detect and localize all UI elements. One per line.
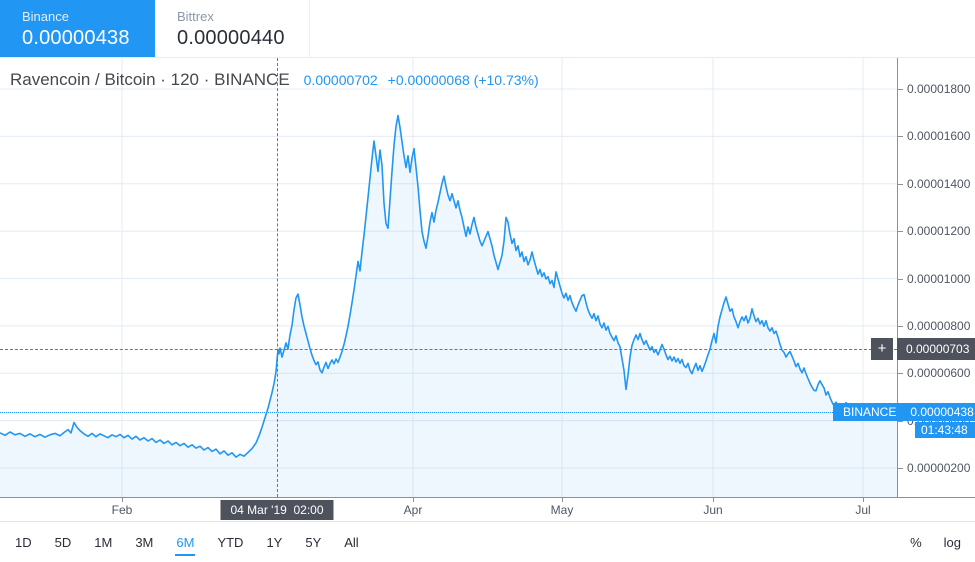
price-axis-tick	[898, 468, 903, 469]
tab-bittrex-price: 0.00000440	[177, 27, 285, 49]
tab-bittrex[interactable]: Bittrex 0.00000440	[155, 0, 310, 57]
time-axis-label: Jun	[703, 503, 723, 517]
add-alert-plus-icon[interactable]: +	[871, 337, 893, 360]
tab-bittrex-label: Bittrex	[177, 9, 214, 24]
range-button-all[interactable]: All	[344, 534, 359, 550]
tab-binance-label: Binance	[22, 9, 69, 24]
bottom-toolbar: 1D 5D 1M 3M 6M YTD 1Y 5Y All % log	[0, 521, 975, 562]
range-button-1m[interactable]: 1M	[94, 534, 113, 550]
price-axis-label: 0.00001600	[907, 129, 971, 144]
price-axis-tick	[898, 136, 903, 138]
range-button-1y[interactable]: 1Y	[266, 534, 283, 550]
price-axis-label: 0.00001000	[907, 271, 971, 286]
price-axis-label: 0.00000600	[907, 366, 971, 381]
legend-price: 0.00000702	[303, 72, 378, 88]
exchange-tabs: Binance 0.00000438 Bittrex 0.00000440	[0, 0, 975, 58]
price-axis-tick	[898, 373, 903, 375]
time-axis-tick	[562, 498, 563, 502]
time-axis-label: May	[550, 503, 574, 517]
bar-countdown-badge: 01:43:48	[915, 421, 975, 438]
current-price-value: 0.00000438	[910, 404, 974, 419]
range-button-ytd[interactable]: YTD	[217, 534, 244, 550]
area-fill	[0, 115, 897, 497]
price-chart-canvas[interactable]	[0, 58, 897, 497]
legend-change: +0.00000068 (+10.73%)	[387, 72, 539, 88]
log-scale-toggle[interactable]: log	[943, 534, 961, 550]
time-axis-tick	[713, 498, 714, 502]
price-axis-tick	[898, 231, 903, 233]
price-axis-label: 0.00001200	[907, 224, 971, 239]
range-button-5y[interactable]: 5Y	[305, 534, 322, 550]
range-button-3m[interactable]: 3M	[135, 534, 154, 550]
range-button-1d[interactable]: 1D	[15, 534, 32, 550]
current-price-badge: BINANCE 0.00000438	[833, 402, 975, 421]
price-line	[0, 114, 897, 458]
scale-toggles: % log	[910, 535, 961, 550]
price-axis-label: 0.00001400	[907, 176, 971, 191]
price-axis-label: 0.00000800	[907, 318, 971, 333]
price-axis-tick	[898, 420, 903, 422]
current-price-line	[0, 411, 897, 413]
range-button-6m[interactable]: 6M	[175, 531, 196, 556]
chart-plot-area[interactable]: Ravencoin / Bitcoin · 120 · BINANCE 0.000…	[0, 58, 897, 497]
percent-scale-toggle[interactable]: %	[910, 534, 922, 550]
symbol-title: Ravencoin / Bitcoin · 120 · BINANCE	[10, 70, 290, 89]
crosshair-price-badge: 0.00000703	[897, 337, 975, 360]
current-price-exchange: BINANCE	[843, 404, 897, 419]
price-axis-label: 0.00000200	[907, 461, 971, 475]
crosshair-vertical-line	[277, 58, 278, 497]
tab-binance-price: 0.00000438	[22, 27, 130, 49]
price-axis-tick	[898, 325, 903, 327]
chart-legend: Ravencoin / Bitcoin · 120 · BINANCE 0.000…	[10, 70, 539, 90]
time-axis-label: Jul	[855, 503, 871, 517]
tab-binance[interactable]: Binance 0.00000438	[0, 0, 155, 57]
time-axis-label: Feb	[111, 503, 133, 517]
time-axis-tick	[863, 498, 864, 502]
price-axis-tick	[898, 278, 903, 280]
price-axis-tick	[898, 183, 903, 185]
range-button-5d[interactable]: 5D	[54, 534, 72, 550]
crosshair-date-badge: 04 Mar '19 02:00	[220, 500, 334, 520]
time-axis-tick	[122, 498, 123, 502]
time-axis[interactable]: 04 Mar '19 02:00 Feb Apr May Jun Jul	[0, 497, 975, 521]
time-axis-label: Apr	[403, 503, 423, 517]
price-axis-label: 0.00001800	[907, 82, 971, 96]
time-axis-tick	[413, 498, 414, 502]
price-axis-tick	[898, 89, 903, 90]
crosshair-horizontal-line	[0, 348, 897, 350]
range-buttons: 1D 5D 1M 3M 6M YTD 1Y 5Y All	[14, 531, 360, 556]
